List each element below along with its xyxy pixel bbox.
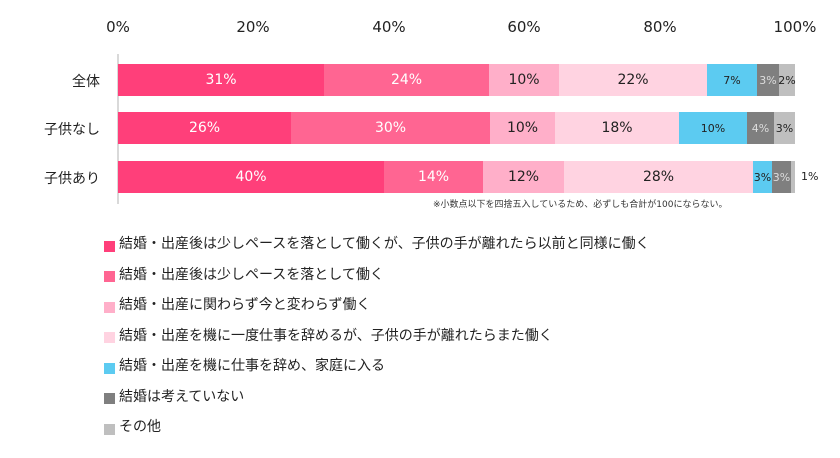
bar-segment: 10% [489,64,559,96]
legend-label: 結婚・出産後は少しペースを落として働くが、子供の手が離れたら以前と同様に働く [119,236,650,253]
legend-label: 結婚・出産を機に一度仕事を辞めるが、子供の手が離れたらまた働く [119,327,553,344]
legend-swatch-icon [104,362,115,374]
legend-label: その他 [119,419,161,436]
legend-label: 結婚・出産を機に仕事を辞め、家庭に入る [119,358,385,375]
legend-swatch-icon [104,301,115,313]
legend-item: 結婚・出産に関わらず今と変わらず働く [104,289,650,320]
row-label: 子供あり [44,171,100,187]
bar-segment: 26% [118,112,291,144]
row-label: 全体 [72,74,100,90]
bar-segment: 3% [753,161,772,193]
legend-item: 結婚・出産後は少しペースを落として働くが、子供の手が離れたら以前と同様に働く [104,228,650,259]
x-tick: 20% [236,18,270,36]
legend: 結婚・出産後は少しペースを落として働くが、子供の手が離れたら以前と同様に働く 結… [104,228,650,442]
legend-item: 結婚は考えていない [104,381,650,412]
bar-segment: 7% [707,64,757,96]
legend-item: 結婚・出産を機に仕事を辞め、家庭に入る [104,350,650,381]
legend-swatch-icon [104,240,115,252]
bar-segment: 2% [778,64,796,96]
bar-segment: 40% [118,161,384,193]
legend-label: 結婚・出産後は少しペースを落として働く [119,266,384,283]
bar-segment: 10% [490,112,555,144]
bar-row: 26% 30% 10% 18% 10% 4% 3% [118,112,795,144]
bar-segment: 14% [384,161,483,193]
x-tick: 40% [372,18,406,36]
bar-segment: 3% [757,64,779,96]
bar-segment: 30% [291,112,490,144]
bar-segment: 24% [324,64,489,96]
legend-label: 結婚・出産に関わらず今と変わらず働く [119,297,371,314]
row-label: 子供なし [44,122,100,138]
legend-swatch-icon [104,423,115,435]
bar-segment [791,161,795,193]
legend-swatch-icon [104,332,115,344]
bar-segment: 3% [772,161,791,193]
legend-swatch-icon [104,393,115,405]
legend-swatch-icon [104,271,115,283]
legend-item: 結婚・出産後は少しペースを落として働く [104,259,650,290]
legend-item: その他 [104,411,650,442]
x-tick: 100% [773,18,817,36]
bar-segment: 4% [747,112,774,144]
bar-row: 31% 24% 10% 22% 7% 3% 2% [118,64,796,96]
x-tick: 80% [643,18,677,36]
bar-row: 40% 14% 12% 28% 3% 3% [118,161,795,193]
bar-segment: 12% [483,161,564,193]
bar-segment: 31% [118,64,324,96]
bar-segment: 22% [559,64,707,96]
bar-outside-label: 1% [801,170,819,183]
legend-label: 結婚は考えていない [119,388,245,405]
bar-segment: 3% [774,112,795,144]
bar-segment: 10% [679,112,747,144]
legend-item: 結婚・出産を機に一度仕事を辞めるが、子供の手が離れたらまた働く [104,320,650,351]
footnote: ※小数点以下を四捨五入しているため、必ずしも合計が100にならない。 [433,200,728,210]
x-tick: 0% [106,18,130,36]
bar-segment: 18% [555,112,679,144]
x-tick: 60% [507,18,541,36]
bar-segment: 28% [564,161,753,193]
